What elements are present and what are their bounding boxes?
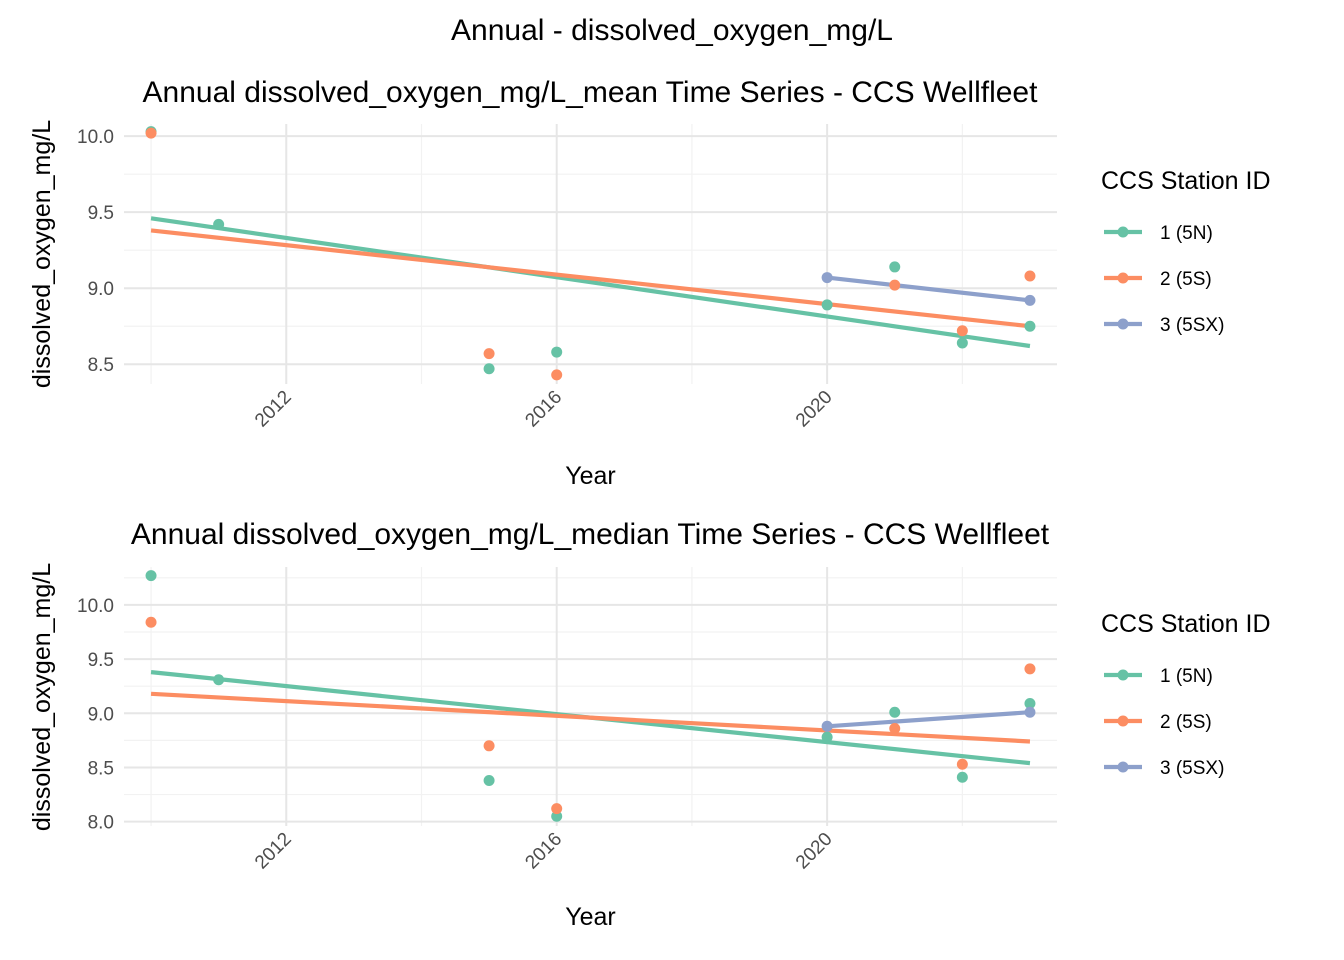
data-point (821, 720, 833, 732)
y-tick-label: 8.0 (88, 813, 114, 834)
trend-line-1-5n- (150, 216, 1031, 349)
legend-key-point (1117, 761, 1129, 773)
trend-line-3-5sx- (826, 710, 1031, 729)
data-point (551, 803, 563, 815)
trend-line-3-5sx- (826, 275, 1031, 303)
data-point (956, 771, 968, 783)
data-point (821, 272, 833, 284)
data-point (889, 706, 901, 718)
legend-label: 3 (5SX) (1160, 758, 1224, 779)
x-axis-label: Year (565, 462, 616, 490)
y-tick-label: 10.0 (77, 596, 114, 617)
grid-lines (124, 124, 1057, 384)
data-point (145, 616, 157, 628)
x-tick-label: 2012 (251, 829, 296, 874)
data-point (213, 674, 225, 686)
x-tick-label: 2020 (792, 387, 837, 432)
data-point (821, 731, 833, 743)
x-tick-label: 2016 (521, 829, 566, 874)
trend-line-2-5s- (150, 228, 1031, 329)
data-point (483, 740, 495, 752)
data-point (1024, 698, 1036, 710)
chart-panel-mean: 8.5 9.0 9.5 10.0 2012 2016 2020 Year dissolved_o… (28, 76, 1271, 490)
x-tick-label: 2020 (792, 829, 837, 874)
trend-line-2-5s- (150, 691, 1031, 744)
trend-lines (150, 670, 1031, 766)
x-tick-label: 2016 (521, 387, 566, 432)
data-point (1024, 706, 1036, 718)
data-point (1024, 294, 1036, 306)
y-tick-label: 9.5 (88, 650, 114, 671)
data-point (551, 346, 563, 358)
y-tick-label: 9.0 (88, 704, 114, 725)
y-axis-ticks: 8.5 9.0 9.5 10.0 (77, 127, 114, 376)
x-axis-ticks: 2012 2016 2020 (251, 387, 837, 432)
trend-lines (150, 216, 1031, 349)
legend-title: CCS Station ID (1101, 167, 1271, 195)
page-title: Annual - dissolved_oxygen_mg/L (451, 14, 893, 47)
legend-key-point (1117, 669, 1129, 681)
data-point (956, 325, 968, 337)
legend-label: 2 (5S) (1160, 269, 1212, 290)
legend-label: 2 (5S) (1160, 712, 1212, 733)
data-point (956, 337, 968, 349)
chart-panel-median: 8.0 8.5 9.0 9.5 10.0 2012 2016 2020 Year dissolve… (28, 518, 1271, 931)
data-point (483, 774, 495, 786)
data-point (483, 348, 495, 360)
chart-title: Annual dissolved_oxygen_mg/L_median Time… (131, 518, 1050, 551)
legend-key-point (1117, 272, 1129, 284)
data-point (821, 299, 833, 311)
y-tick-label: 10.0 (77, 127, 114, 148)
y-tick-label: 9.5 (88, 203, 114, 224)
data-point (1024, 663, 1036, 675)
legend-key-point (1117, 715, 1129, 727)
y-tick-label: 8.5 (88, 355, 114, 376)
legend-key-point (1117, 226, 1129, 238)
legend-label: 1 (5N) (1160, 223, 1213, 244)
data-point (889, 722, 901, 734)
data-point (1024, 270, 1036, 282)
data-point (956, 758, 968, 770)
legend-label: 1 (5N) (1160, 666, 1213, 687)
data-points (145, 570, 1036, 822)
legend-key-point (1117, 318, 1129, 330)
data-point (213, 218, 225, 230)
grid-lines (124, 567, 1057, 826)
x-axis-label: Year (565, 903, 616, 931)
y-axis-label: dissolved_oxygen_mg/L (28, 120, 56, 388)
data-point (551, 810, 563, 822)
data-point (551, 369, 563, 381)
data-point (1024, 320, 1036, 332)
x-tick-label: 2012 (251, 387, 296, 432)
legend-label: 3 (5SX) (1160, 315, 1224, 336)
data-point (889, 279, 901, 291)
chart-title: Annual dissolved_oxygen_mg/L_mean Time S… (143, 76, 1039, 109)
x-axis-ticks: 2012 2016 2020 (251, 829, 837, 874)
data-point (889, 261, 901, 273)
y-axis-label: dissolved_oxygen_mg/L (28, 563, 56, 831)
data-point (145, 570, 157, 582)
data-points (145, 126, 1036, 381)
data-point (145, 127, 157, 139)
legend-title: CCS Station ID (1101, 610, 1271, 638)
y-axis-ticks: 8.0 8.5 9.0 9.5 10.0 (77, 596, 114, 834)
y-tick-label: 8.5 (88, 758, 114, 779)
legend: CCS Station ID 1 (5N) 2 (5S) 3 (5SX) (1101, 610, 1271, 779)
data-point (483, 363, 495, 375)
legend: CCS Station ID 1 (5N) 2 (5S) 3 (5SX) (1101, 167, 1271, 336)
y-tick-label: 9.0 (88, 279, 114, 300)
